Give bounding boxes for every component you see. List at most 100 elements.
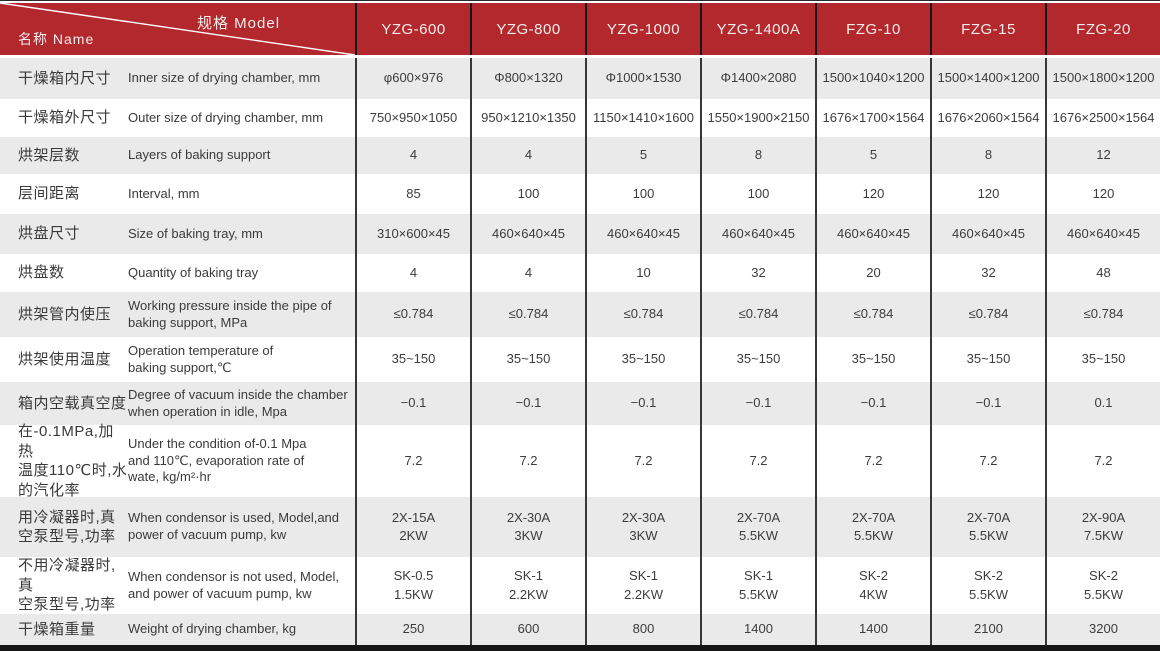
spec-value-cell: 460×640×45 [585, 214, 700, 254]
spec-value-cell: 8 [700, 137, 815, 174]
spec-value-cell: 85 [355, 174, 470, 214]
spec-value-cell: 2X-30A 3KW [585, 497, 700, 557]
row-label-en: Working pressure inside the pipe of baki… [128, 297, 332, 330]
row-label-cell: 烘盘尺寸 Size of baking tray, mm [0, 214, 355, 254]
row-label-en: Inner size of drying chamber, mm [128, 70, 321, 86]
spec-value-cell: 12 [1045, 137, 1160, 174]
model-header-cell: YZG-600 [355, 3, 470, 55]
spec-value-cell: 2100 [930, 614, 1045, 645]
spec-value-cell: 600 [470, 614, 585, 645]
row-label-cell: 烘盘数 Quantity of baking tray [0, 254, 355, 292]
spec-value-cell: 310×600×45 [355, 214, 470, 254]
spec-value-cell: 100 [470, 174, 585, 214]
spec-value-cell: 32 [930, 254, 1045, 292]
model-header-cell: YZG-1400A [700, 3, 815, 55]
spec-value-cell: 1500×1400×1200 [930, 58, 1045, 99]
spec-value-cell: 7.2 [470, 425, 585, 497]
spec-value-cell: −0.1 [700, 382, 815, 425]
spec-value-cell: 460×640×45 [815, 214, 930, 254]
spec-value-cell: 7.2 [815, 425, 930, 497]
spec-row: 烘架层数 Layers of baking support 4 4 5 8 5 8 12 [0, 137, 1160, 174]
spec-value-cell: 1400 [815, 614, 930, 645]
spec-value-cell: 0.1 [1045, 382, 1160, 425]
spec-value-cell: 4 [355, 254, 470, 292]
spec-row: 烘盘尺寸 Size of baking tray, mm 310×600×45 460… [0, 214, 1160, 254]
spec-value-cell: 100 [700, 174, 815, 214]
spec-value-cell: SK-1 5.5KW [700, 557, 815, 614]
row-label-en: Layers of baking support [128, 147, 271, 163]
spec-value-cell: ≤0.784 [1045, 292, 1160, 337]
spec-value-cell: 35~150 [930, 337, 1045, 382]
spec-value-cell: 1500×1800×1200 [1045, 58, 1160, 99]
table-header-row: 规格 Model 名称 Name YZG-600 YZG-800 YZG-1000 Y… [0, 3, 1160, 58]
spec-value-cell: 48 [1045, 254, 1160, 292]
spec-value-cell: 35~150 [585, 337, 700, 382]
spec-value-cell: 7.2 [700, 425, 815, 497]
spec-value-cell: ≤0.784 [930, 292, 1045, 337]
row-label-zh: 层间距离 [18, 185, 81, 203]
spec-value-cell: ≤0.784 [815, 292, 930, 337]
spec-value-cell: 7.2 [1045, 425, 1160, 497]
spec-value-cell: 4 [355, 137, 470, 174]
spec-value-cell: 1400 [700, 614, 815, 645]
spec-value-cell: 35~150 [470, 337, 585, 382]
spec-value-cell: 3200 [1045, 614, 1160, 645]
row-label-en: Under the condition of-0.1 Mpa and 110℃,… [128, 435, 307, 485]
spec-value-cell: 35~150 [355, 337, 470, 382]
spec-value-cell: 1676×2500×1564 [1045, 99, 1160, 137]
row-label-en: When condensor is used, Model,and power … [128, 510, 340, 542]
spec-row: 层间距离 Interval, mm 85 100 100 100 120 120 120 [0, 174, 1160, 214]
spec-value-cell: 800 [585, 614, 700, 645]
row-label-en: Operation temperature of baking support,… [128, 342, 274, 375]
spec-value-cell: φ600×976 [355, 58, 470, 99]
spec-value-cell: SK-2 5.5KW [930, 557, 1045, 614]
spec-value-cell: 120 [815, 174, 930, 214]
spec-value-cell: 120 [1045, 174, 1160, 214]
spec-row: 烘架管内使压 Working pressure inside the pipe o… [0, 292, 1160, 337]
spec-row: 烘架使用温度 Operation temperature of baking su… [0, 337, 1160, 382]
row-label-zh: 不用冷凝器时,真 空泵型号,功率 [18, 557, 116, 614]
spec-value-cell: SK-0.5 1.5KW [355, 557, 470, 614]
spec-value-cell: Φ1000×1530 [585, 58, 700, 99]
spec-value-cell: 460×640×45 [470, 214, 585, 254]
spec-row: 在-0.1MPa,加热 温度110℃时,水 的汽化率 Under the cond… [0, 423, 1160, 499]
spec-value-cell: 8 [930, 137, 1045, 174]
row-label-en: Degree of vacuum inside the chamber when… [128, 386, 348, 419]
corner-cell: 规格 Model 名称 Name [0, 3, 355, 55]
spec-value-cell: ≤0.784 [470, 292, 585, 337]
spec-value-cell: SK-2 4KW [815, 557, 930, 614]
row-label-en: Interval, mm [128, 185, 200, 201]
spec-value-cell: 750×950×1050 [355, 99, 470, 137]
row-label-zh: 烘盘尺寸 [18, 225, 81, 243]
spec-value-cell: 1676×2060×1564 [930, 99, 1045, 137]
spec-value-cell: 35~150 [1045, 337, 1160, 382]
spec-value-cell: 2X-70A 5.5KW [930, 497, 1045, 557]
spec-value-cell: −0.1 [815, 382, 930, 425]
spec-value-cell: 120 [930, 174, 1045, 214]
spec-row: 烘盘数 Quantity of baking tray 4 4 10 32 20 32 48 [0, 254, 1160, 292]
row-label-en: Outer size of drying chamber, mm [128, 109, 324, 125]
spec-value-cell: −0.1 [585, 382, 700, 425]
spec-value-cell: 10 [585, 254, 700, 292]
row-label-cell: 用冷凝器时,真 空泵型号,功率 When condensor is used, M… [0, 497, 355, 557]
spec-value-cell: 2X-70A 5.5KW [815, 497, 930, 557]
spec-value-cell: 20 [815, 254, 930, 292]
top-gap [0, 1, 1160, 3]
model-header-cell: YZG-800 [470, 3, 585, 55]
row-label-zh: 干燥箱重量 [18, 620, 96, 638]
row-label-zh: 用冷凝器时,真 空泵型号,功率 [18, 508, 116, 546]
spec-value-cell: 5 [815, 137, 930, 174]
spec-value-cell: SK-1 2.2KW [470, 557, 585, 614]
spec-value-cell: 35~150 [700, 337, 815, 382]
spec-value-cell: 1676×1700×1564 [815, 99, 930, 137]
spec-row: 箱内空载真空度 Degree of vacuum inside the chamb… [0, 382, 1160, 425]
spec-value-cell: 1500×1040×1200 [815, 58, 930, 99]
spec-value-cell: 2X-90A 7.5KW [1045, 497, 1160, 557]
spec-value-cell: 7.2 [930, 425, 1045, 497]
model-header-cell: FZG-10 [815, 3, 930, 55]
model-header-cell: FZG-15 [930, 3, 1045, 55]
spec-value-cell: 1150×1410×1600 [585, 99, 700, 137]
spec-value-cell: 460×640×45 [700, 214, 815, 254]
spec-value-cell: −0.1 [355, 382, 470, 425]
